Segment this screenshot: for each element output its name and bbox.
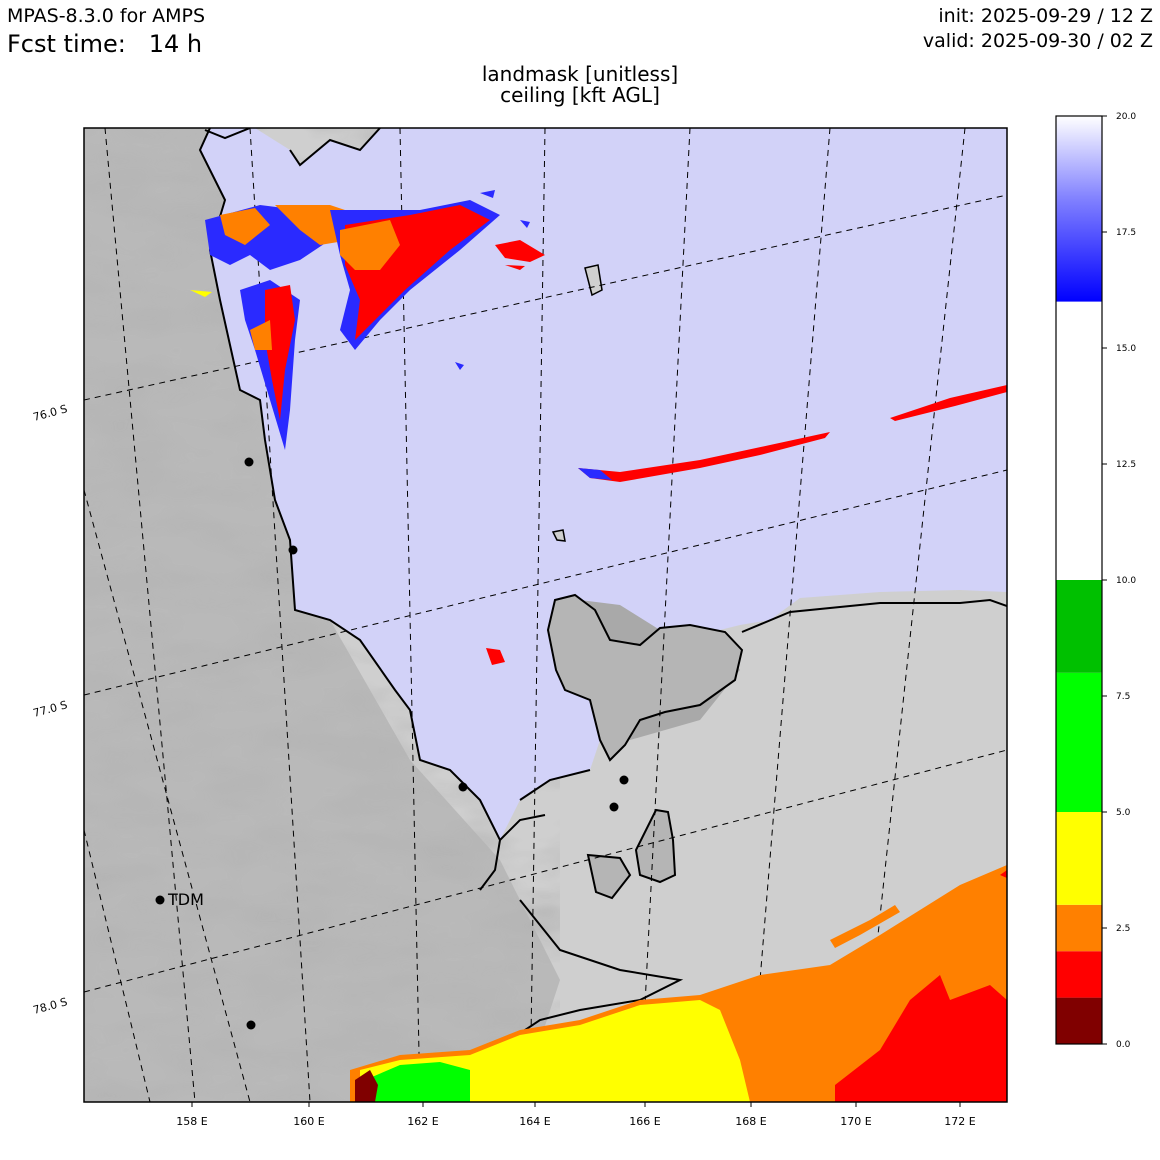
ross-island (546, 593, 744, 762)
colorbar-tick-label: 15.0 (1116, 344, 1136, 354)
colorbar-tick-label: 20.0 (1116, 112, 1136, 122)
colorbar-band (1056, 951, 1102, 998)
colorbar-band (1056, 580, 1102, 673)
colorbar-band (1056, 672, 1102, 812)
small-island (551, 529, 566, 542)
map-area: TDM (84, 128, 1007, 1102)
station-marker (458, 782, 468, 792)
ice-shelf-edge (741, 598, 1007, 633)
lat-label: 77.0 S (32, 698, 69, 720)
lat-labels: 76.0 S 77.0 S 78.0 S (32, 402, 69, 1017)
station-label-tdm: TDM (167, 890, 204, 909)
ceiling-streak (578, 385, 1007, 482)
colorbar-tick-label: 12.5 (1116, 460, 1136, 470)
colorbar-band (1056, 997, 1102, 1044)
colorbar-tick-label: 10.0 (1116, 576, 1136, 586)
lon-labels: 158 E 160 E 162 E 164 E 166 E 168 E 170 … (176, 1115, 975, 1128)
station-marker (244, 457, 254, 467)
lat-label: 76.0 S (32, 402, 69, 424)
lat-label: 78.0 S (32, 995, 69, 1017)
forecast-time-label: Fcst time: (7, 30, 126, 58)
colorbar-band (1056, 812, 1102, 905)
station-marker (246, 1020, 256, 1030)
colorbar-tick-label: 7.5 (1116, 692, 1130, 702)
colorbar-tick-label: 17.5 (1116, 228, 1136, 238)
lon-label: 164 E (519, 1115, 550, 1128)
map-frame (83, 127, 1008, 1103)
model-title: MPAS-8.3.0 for AMPS (7, 5, 206, 27)
station-marker (619, 775, 629, 785)
colorbar-tick-label: 5.0 (1116, 808, 1131, 818)
colorbar-tick-label: 0.0 (1116, 1040, 1131, 1050)
island-black (586, 853, 632, 900)
coastline (198, 128, 684, 1102)
lon-label: 160 E (293, 1115, 324, 1128)
lon-label: 158 E (176, 1115, 207, 1128)
lon-label: 170 E (840, 1115, 871, 1128)
graticule (84, 128, 1007, 1102)
lon-label: 172 E (944, 1115, 975, 1128)
init-time: init: 2025-09-29 / 12 Z (938, 5, 1153, 27)
plot-title-landmask: landmask [unitless] (481, 62, 679, 86)
island-beaufort (634, 808, 677, 884)
small-island (584, 264, 603, 297)
plot-title-ceiling: ceiling [kft AGL] (500, 83, 660, 107)
station-marker (609, 802, 619, 812)
station-marker-tdm (155, 895, 165, 905)
colorbar-tick-label: 2.5 (1116, 924, 1130, 934)
station-marker (288, 545, 298, 555)
forecast-time-value: 14 h (148, 30, 203, 58)
colorbar-band (1056, 904, 1102, 952)
ocean-ross-sea (200, 128, 1007, 840)
lon-ticks (191, 1102, 961, 1107)
ceiling-field-north (190, 190, 545, 665)
forecast-time: Fcst time: 14 h (7, 30, 202, 58)
station-markers (155, 457, 629, 1030)
valid-time: valid: 2025-09-30 / 02 Z (922, 30, 1153, 52)
ceiling-field-south (350, 865, 1007, 1102)
colorbar-band (1056, 301, 1102, 580)
colorbar: 0.0 2.5 5.0 7.5 10.0 12.5 15.0 17.5 20.0 (1055, 112, 1136, 1050)
colorbar-band (1056, 116, 1102, 302)
lon-label: 162 E (407, 1115, 438, 1128)
lon-label: 166 E (629, 1115, 660, 1128)
lon-label: 168 E (735, 1115, 766, 1128)
